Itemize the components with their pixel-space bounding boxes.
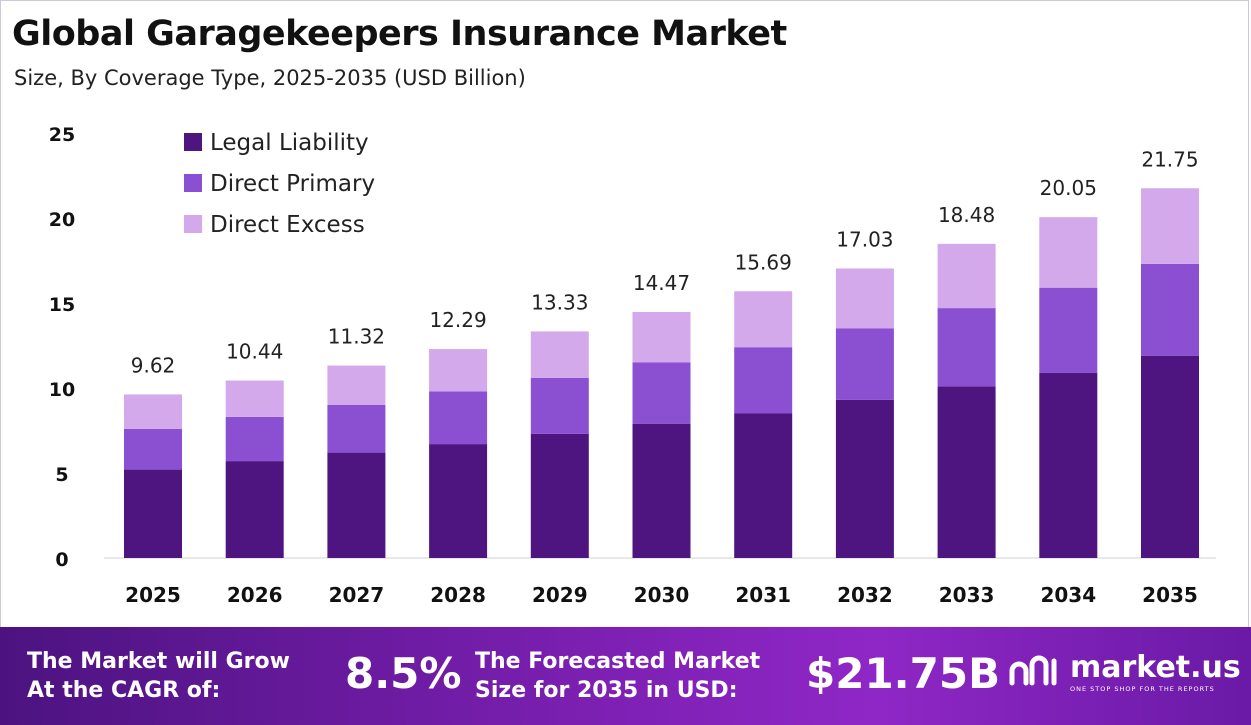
y-tick-label: 10 bbox=[49, 379, 75, 401]
cagr-value: 8.5% bbox=[345, 649, 462, 698]
bar-segment-direct-excess bbox=[225, 380, 284, 417]
cagr-label-line1: The Market will Grow bbox=[27, 649, 290, 674]
bar-segment-direct-excess bbox=[835, 268, 894, 329]
y-tick-label: 0 bbox=[55, 549, 68, 571]
bar-segment-direct-excess bbox=[530, 331, 589, 378]
legend-label: Direct Excess bbox=[210, 212, 365, 238]
legend-swatch bbox=[184, 133, 202, 151]
bar-segment-direct-primary bbox=[632, 362, 691, 424]
legend: Legal Liability Direct Primary Direct Exce… bbox=[184, 130, 375, 238]
bar-segment-direct-primary bbox=[734, 347, 793, 414]
bars: 9.62 10.44 11.32 12.29 13.33 14.47 15.69 17.03 1… bbox=[124, 147, 1199, 558]
y-tick-label: 15 bbox=[49, 294, 75, 316]
bar-segment-direct-primary bbox=[937, 308, 996, 387]
bar-segment-legal-liability bbox=[734, 413, 793, 558]
bar-segment-direct-excess bbox=[124, 394, 182, 429]
bar-total-label: 10.44 bbox=[226, 340, 283, 364]
bar-segment-direct-primary bbox=[124, 428, 182, 470]
x-tick-label: 2034 bbox=[1040, 583, 1096, 607]
x-tick-label: 2033 bbox=[939, 583, 995, 607]
bar-segment-legal-liability bbox=[1039, 372, 1098, 558]
cagr-label-line2: At the CAGR of: bbox=[27, 678, 221, 703]
chart-title: Global Garagekeepers Insurance Market bbox=[12, 14, 787, 54]
bar-segment-direct-primary bbox=[1039, 287, 1098, 373]
legend-label: Legal Liability bbox=[210, 130, 369, 156]
bar-total-label: 12.29 bbox=[429, 308, 486, 332]
bar-segment-legal-liability bbox=[225, 461, 284, 558]
bar-segment-direct-excess bbox=[327, 365, 386, 405]
y-tick-label: 5 bbox=[55, 464, 68, 486]
x-tick-label: 2026 bbox=[227, 583, 283, 607]
legend-swatch bbox=[184, 215, 202, 233]
x-tick-label: 2032 bbox=[837, 583, 893, 607]
x-tick-label: 2030 bbox=[634, 583, 690, 607]
forecast-label: The Forecasted Market Size for 2035 in U… bbox=[475, 647, 760, 705]
forecast-label-line2: Size for 2035 in USD: bbox=[475, 678, 738, 703]
bar-total-label: 14.47 bbox=[633, 271, 690, 295]
bar-segment-direct-excess bbox=[937, 243, 996, 309]
x-tick-label: 2029 bbox=[532, 583, 588, 607]
bar-segment-direct-excess bbox=[1039, 217, 1098, 288]
bar-total-label: 18.48 bbox=[938, 203, 995, 227]
bar-total-label: 11.32 bbox=[328, 325, 385, 349]
marketus-logo-icon bbox=[1009, 655, 1057, 686]
bar-segment-legal-liability bbox=[124, 469, 182, 558]
bar-segment-legal-liability bbox=[632, 423, 691, 558]
bar-total-label: 21.75 bbox=[1141, 147, 1198, 171]
cagr-label: The Market will Grow At the CAGR of: bbox=[27, 647, 290, 705]
bar-segment-direct-excess bbox=[1141, 188, 1199, 264]
bar-segment-legal-liability bbox=[429, 444, 488, 558]
bar-segment-legal-liability bbox=[835, 399, 894, 558]
y-tick-label: 25 bbox=[49, 124, 75, 146]
x-tick-label: 2025 bbox=[125, 583, 181, 607]
brand-name: market.us bbox=[1070, 650, 1241, 685]
forecast-value: $21.75B bbox=[806, 649, 1001, 698]
bar-total-label: 15.69 bbox=[735, 250, 792, 274]
bar-total-label: 13.33 bbox=[531, 290, 588, 314]
bar-segment-direct-excess bbox=[429, 349, 488, 392]
bar-segment-direct-excess bbox=[734, 291, 793, 348]
bar-segment-direct-excess bbox=[632, 312, 691, 363]
y-tick-label: 20 bbox=[49, 209, 75, 231]
brand-logo: market.us ONE STOP SHOP FOR THE REPORTS bbox=[1008, 653, 1241, 693]
bar-segment-direct-primary bbox=[327, 405, 386, 453]
bar-segment-direct-primary bbox=[225, 416, 284, 462]
x-tick-label: 2031 bbox=[735, 583, 791, 607]
bar-segment-legal-liability bbox=[327, 452, 386, 558]
y-axis: 0 5 10 15 20 25 bbox=[49, 124, 75, 571]
bar-segment-direct-primary bbox=[429, 391, 488, 445]
x-tick-label: 2027 bbox=[329, 583, 385, 607]
bar-total-label: 9.62 bbox=[131, 353, 176, 377]
legend-label: Direct Primary bbox=[210, 171, 375, 197]
bar-segment-direct-primary bbox=[1141, 263, 1199, 356]
chart-subtitle: Size, By Coverage Type, 2025-2035 (USD B… bbox=[14, 66, 526, 90]
forecast-label-line1: The Forecasted Market bbox=[475, 649, 761, 674]
brand-tagline: ONE STOP SHOP FOR THE REPORTS bbox=[1070, 685, 1215, 693]
legend-swatch bbox=[184, 174, 202, 192]
bar-total-label: 20.05 bbox=[1040, 176, 1097, 200]
x-tick-label: 2035 bbox=[1142, 583, 1198, 607]
bar-segment-legal-liability bbox=[530, 433, 589, 558]
bar-segment-legal-liability bbox=[937, 386, 996, 558]
x-tick-label: 2028 bbox=[430, 583, 486, 607]
x-axis: 2025 2026 2027 2028 2029 2030 2031 2032 2033 2034… bbox=[125, 583, 1198, 607]
bar-segment-direct-primary bbox=[835, 328, 894, 400]
bar-segment-direct-primary bbox=[530, 377, 589, 434]
bar-total-label: 17.03 bbox=[836, 227, 893, 251]
footer-banner: The Market will Grow At the CAGR of: 8.5… bbox=[0, 627, 1251, 725]
bar-segment-legal-liability bbox=[1141, 355, 1199, 558]
